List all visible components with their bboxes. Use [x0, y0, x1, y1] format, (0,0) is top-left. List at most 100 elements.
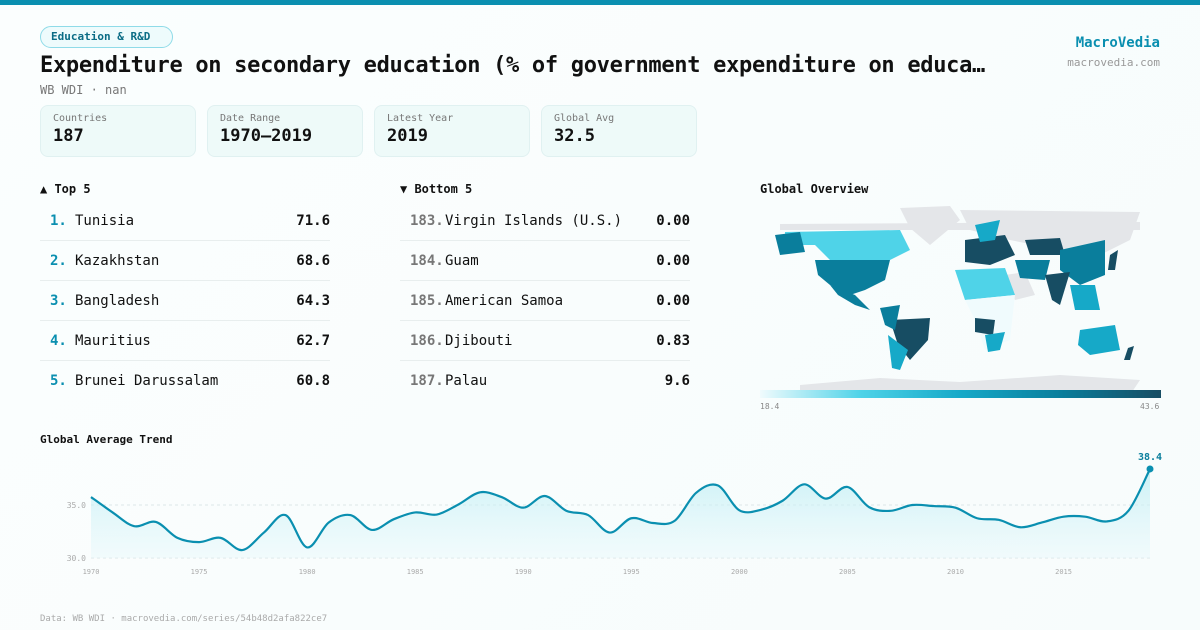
- top5-list: 1. Tunisia 71.6 2. Kazakhstan 68.6 3. Banglad…: [40, 201, 330, 401]
- brand-url[interactable]: macrovedia.com: [1067, 56, 1160, 69]
- country-mexico: [830, 285, 870, 310]
- rank: 5.: [50, 373, 67, 389]
- x-tick-label: 2015: [1055, 568, 1072, 576]
- value: 68.6: [296, 252, 330, 269]
- value: 0.00: [656, 292, 690, 309]
- country-name: American Samoa: [445, 292, 564, 309]
- value: 0.83: [656, 332, 690, 349]
- stat-card-countries: Countries 187: [40, 105, 196, 157]
- stat-card-date-range: Date Range 1970–2019: [207, 105, 363, 157]
- x-tick-label: 2005: [839, 568, 856, 576]
- rank: 4.: [50, 332, 67, 349]
- list-item[interactable]: 183. Virgin Islands (U.S.) 0.00: [400, 201, 690, 241]
- country-angola: [975, 318, 995, 335]
- footer-source: Data: WB WDI · macrovedia.com/series/54b…: [40, 614, 328, 624]
- country-name: Brunei Darussalam: [75, 373, 219, 389]
- stat-value: 1970–2019: [220, 126, 313, 146]
- rank: 184.: [410, 252, 444, 269]
- rank: 186.: [410, 332, 444, 349]
- list-item[interactable]: 2. Kazakhstan 68.6: [40, 241, 330, 281]
- country-name: Tunisia: [75, 212, 135, 229]
- subtitle: WB WDI · nan: [40, 83, 127, 97]
- world-map[interactable]: [760, 200, 1160, 415]
- stat-label: Latest Year: [387, 113, 454, 124]
- list-item[interactable]: 4. Mauritius 62.7: [40, 321, 330, 361]
- brand-logo[interactable]: MacroVedia: [1075, 35, 1160, 51]
- country-name: Kazakhstan: [75, 252, 160, 269]
- x-tick-label: 2010: [947, 568, 964, 576]
- country-north-africa: [955, 268, 1015, 300]
- country-argentina: [888, 335, 908, 370]
- x-tick-label: 1970: [83, 568, 100, 576]
- country-kazakhstan: [1025, 238, 1065, 255]
- trend-chart[interactable]: 30.0 35.0 1970 1975 1980 1985 1990 1995 2000 2005…: [0, 440, 1200, 590]
- country-name: Bangladesh: [75, 292, 160, 309]
- list-item[interactable]: 1. Tunisia 71.6: [40, 201, 330, 241]
- list-item[interactable]: 3. Bangladesh 64.3: [40, 281, 330, 321]
- top5-title: ▲ Top 5: [40, 182, 91, 196]
- country-usa: [815, 260, 890, 295]
- country-andes: [880, 305, 900, 330]
- stat-label: Countries: [53, 113, 108, 124]
- country-name: Mauritius: [75, 332, 151, 349]
- country-name: Guam: [445, 252, 479, 269]
- stat-value: 32.5: [554, 126, 595, 146]
- country-europe: [965, 235, 1015, 265]
- list-item[interactable]: 185. American Samoa 0.00: [400, 281, 690, 321]
- country-south-africa: [985, 332, 1005, 352]
- x-tick-label: 1975: [191, 568, 208, 576]
- stat-card-latest-year: Latest Year 2019: [374, 105, 530, 157]
- bottom5-list: 183. Virgin Islands (U.S.) 0.00 184. Guam 0.…: [400, 201, 690, 401]
- country-name: Virgin Islands (U.S.): [445, 212, 623, 229]
- scale-max-label: 43.6: [1140, 402, 1160, 411]
- stat-value: 2019: [387, 126, 428, 146]
- list-item[interactable]: 187. Palau 9.6: [400, 361, 690, 401]
- country-brazil: [890, 318, 930, 360]
- page-title: Expenditure on secondary education (% of…: [40, 53, 985, 78]
- trend-line: [90, 468, 1151, 552]
- stat-value: 187: [53, 126, 84, 146]
- country-name: Palau: [445, 373, 488, 389]
- rank: 185.: [410, 292, 444, 309]
- bottom5-title: ▼ Bottom 5: [400, 182, 473, 196]
- value: 62.7: [296, 332, 330, 349]
- stat-card-global-avg: Global Avg 32.5: [541, 105, 697, 157]
- rank: 2.: [50, 252, 67, 269]
- map-title: Global Overview: [760, 182, 869, 196]
- country-india: [1045, 272, 1070, 305]
- value: 60.8: [296, 373, 330, 389]
- rank: 1.: [50, 212, 67, 229]
- list-item[interactable]: 184. Guam 0.00: [400, 241, 690, 281]
- value: 0.00: [656, 212, 690, 229]
- rank: 3.: [50, 292, 67, 309]
- country-name: Djibouti: [445, 332, 513, 349]
- scale-min-label: 18.4: [760, 402, 780, 411]
- value: 9.6: [664, 373, 690, 389]
- value: 64.3: [296, 292, 330, 309]
- trend-title: Global Average Trend: [40, 433, 173, 446]
- country-australia: [1078, 325, 1120, 355]
- trend-area: [91, 468, 1150, 558]
- list-item[interactable]: 186. Djibouti 0.83: [400, 321, 690, 361]
- value: 71.6: [296, 212, 330, 229]
- country-japan: [1108, 250, 1118, 270]
- list-item[interactable]: 5. Brunei Darussalam 60.8: [40, 361, 330, 401]
- x-tick-label: 1990: [515, 568, 532, 576]
- last-point-marker: [1146, 465, 1154, 473]
- value: 0.00: [656, 252, 690, 269]
- country-canada: [785, 230, 910, 260]
- top-accent-bar: [0, 0, 1200, 5]
- y-tick-label: 35.0: [67, 501, 86, 510]
- country-scandinavia: [975, 220, 1000, 242]
- country-china: [1060, 240, 1105, 285]
- x-tick-label: 1995: [623, 568, 640, 576]
- country-middle-east: [1015, 260, 1050, 280]
- x-tick-label: 2000: [731, 568, 748, 576]
- category-badge[interactable]: Education & R&D: [40, 26, 174, 48]
- x-tick-label: 1985: [407, 568, 424, 576]
- y-tick-label: 30.0: [67, 554, 86, 563]
- stat-label: Date Range: [220, 113, 281, 124]
- country-se-asia: [1070, 285, 1100, 310]
- last-value-label: 38.4: [1138, 452, 1162, 463]
- x-tick-label: 1980: [299, 568, 316, 576]
